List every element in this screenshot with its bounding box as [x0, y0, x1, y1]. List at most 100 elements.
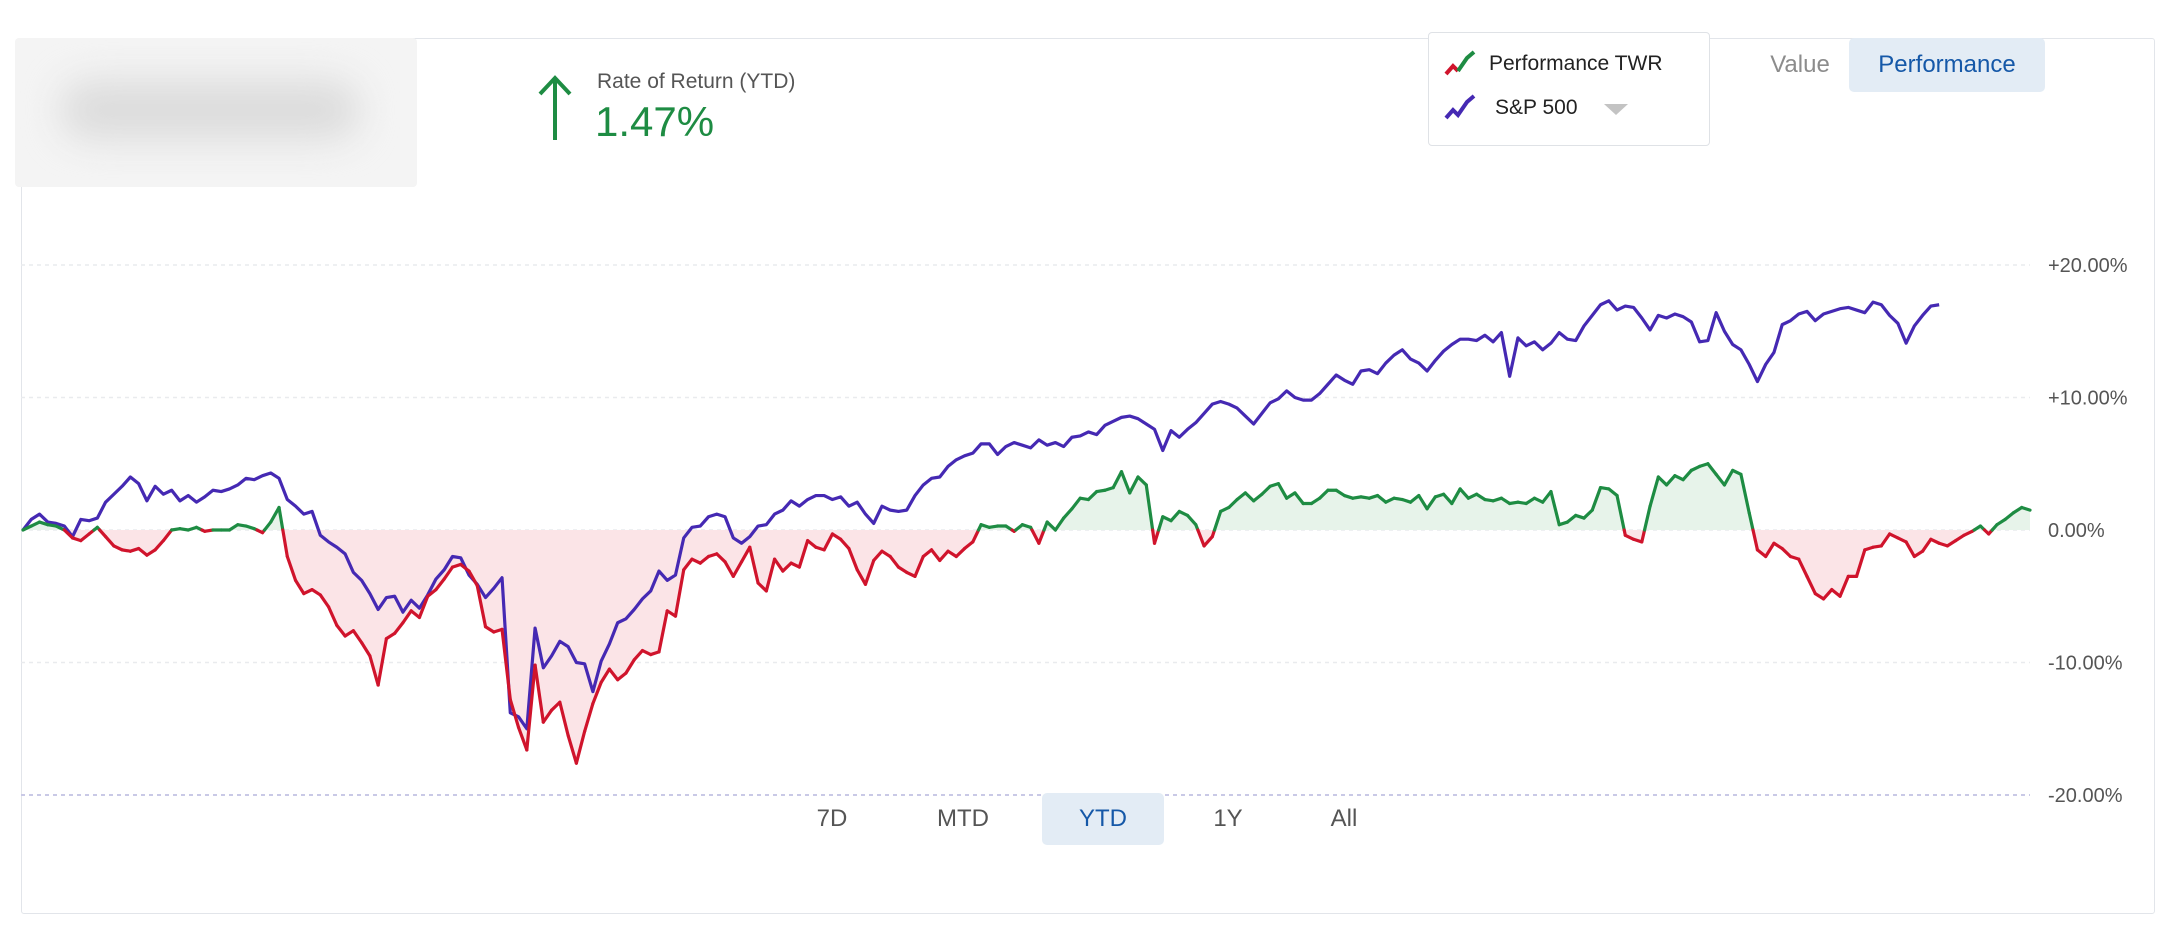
- twr-line-segment: [1417, 493, 1429, 511]
- twr-line-segment: [797, 538, 810, 569]
- twr-line-segment: [1227, 497, 1239, 510]
- twr-line-segment: [1375, 493, 1388, 504]
- negative-area: [99, 530, 172, 556]
- twr-line-segment: [153, 538, 166, 552]
- twr-line-segment: [723, 560, 735, 578]
- negative-area: [1197, 530, 1215, 546]
- twr-line-segment: [62, 528, 75, 540]
- twr-line-segment: [1070, 496, 1082, 511]
- twr-line-segment: [1664, 474, 1677, 487]
- twr-line-segment: [913, 554, 925, 578]
- value-toggle-button[interactable]: Value: [1770, 51, 1830, 78]
- performance-toggle-button[interactable]: Performance: [1849, 38, 2045, 92]
- negative-area: [1753, 530, 1975, 599]
- twr-line-segment: [541, 708, 554, 724]
- positive-area: [23, 522, 65, 530]
- twr-line-segment: [1119, 470, 1132, 495]
- rate-of-return-label: Rate of Return (YTD): [597, 70, 796, 93]
- caret-down-icon[interactable]: [1603, 103, 1628, 115]
- twr-line-segment: [1565, 513, 1578, 524]
- twr-line-segment: [830, 532, 843, 541]
- range-ytd-button[interactable]: YTD: [1042, 793, 1164, 845]
- positive-area: [1214, 483, 1625, 530]
- twr-line-segment: [1607, 487, 1619, 498]
- twr-line-segment: [731, 560, 744, 578]
- twr-line-segment: [1714, 472, 1727, 487]
- twr-line-segment: [1797, 557, 1809, 578]
- twr-line-segment: [1656, 475, 1669, 487]
- range-1y-button[interactable]: 1Y: [1213, 805, 1243, 832]
- twr-line-segment: [1805, 574, 1817, 596]
- twr-line-segment: [281, 528, 289, 559]
- positive-area: [1992, 507, 2030, 530]
- twr-line-segment: [1747, 511, 1755, 532]
- twr-line-segment: [293, 578, 306, 596]
- twr-line-segment: [1152, 528, 1161, 545]
- twr-line-segment: [1144, 483, 1155, 532]
- y-tick-label: -20.00%: [2048, 785, 2123, 807]
- twr-line-segment: [1202, 535, 1214, 548]
- twr-line-segment: [1854, 548, 1867, 578]
- twr-line-segment: [1954, 533, 1966, 543]
- twr-line-segment: [1128, 475, 1140, 495]
- twr-line-segment: [310, 588, 322, 597]
- twr-line-segment: [1285, 491, 1297, 500]
- twr-line-segment: [384, 631, 397, 641]
- twr-line-segment: [1086, 489, 1099, 502]
- range-mtd-button[interactable]: MTD: [937, 805, 989, 832]
- twr-line-segment: [145, 548, 157, 557]
- twr-line-segment: [516, 725, 529, 752]
- range-all-button[interactable]: All: [1330, 805, 1358, 832]
- twr-line-segment: [467, 569, 479, 588]
- y-tick-label: -10.00%: [2048, 653, 2123, 675]
- twr-line-segment: [616, 671, 628, 682]
- twr-line-segment: [946, 549, 958, 559]
- twr-line-segment: [2003, 511, 2016, 522]
- twr-line-segment: [1830, 588, 1842, 598]
- twr-line-segment: [1309, 496, 1322, 506]
- legend-item-sp500[interactable]: S&P 500: [1443, 93, 1628, 123]
- twr-line-segment: [401, 609, 413, 625]
- twr-line-segment: [1912, 549, 1925, 559]
- twr-line-segment: [872, 549, 884, 563]
- twr-line-segment: [1293, 491, 1305, 506]
- arrow-up-icon: [538, 75, 572, 140]
- twr-line-segment: [376, 637, 389, 687]
- twr-line-segment: [1157, 515, 1165, 532]
- twr-line-segment: [929, 548, 942, 563]
- twr-line-segment: [1751, 528, 1760, 552]
- twr-line-segment: [417, 594, 430, 620]
- twr-line-segment: [442, 565, 455, 581]
- twr-line-segment: [847, 546, 859, 572]
- range-7d-button[interactable]: 7D: [816, 805, 848, 832]
- twr-line-segment: [1764, 541, 1776, 559]
- twr-line-icon: [1444, 50, 1476, 76]
- sp500-line: [21, 299, 1940, 731]
- twr-line-segment: [1111, 470, 1124, 490]
- twr-line-segment: [1755, 548, 1768, 559]
- chart-legend: Performance TWR S&P 500: [1428, 32, 1710, 146]
- twr-line-segment: [533, 663, 545, 724]
- twr-line-segment: [1642, 504, 1652, 532]
- twr-line-segment: [1169, 509, 1181, 523]
- twr-line-segment: [269, 505, 281, 524]
- twr-line-segment: [938, 549, 950, 563]
- twr-line-segment: [1615, 493, 1626, 532]
- twr-line-segment: [1582, 508, 1594, 520]
- twr-line-segment: [1458, 487, 1470, 500]
- twr-line-segment: [1053, 516, 1066, 532]
- range-selector: 7D MTD YTD 1Y All: [0, 793, 2168, 845]
- twr-line-segment: [1524, 496, 1537, 506]
- twr-line-segment: [971, 528, 981, 544]
- twr-line-segment: [1030, 528, 1041, 545]
- account-value-redacted: [15, 38, 417, 187]
- twr-line-segment: [1260, 484, 1272, 496]
- twr-line-segment: [896, 565, 909, 575]
- twr-line-segment: [1037, 528, 1046, 545]
- twr-line-segment: [393, 621, 405, 635]
- twr-line-segment: [839, 537, 851, 551]
- twr-line-segment: [1425, 495, 1437, 511]
- y-tick-label: 0.00%: [2048, 520, 2105, 542]
- twr-line-segment: [1590, 486, 1603, 512]
